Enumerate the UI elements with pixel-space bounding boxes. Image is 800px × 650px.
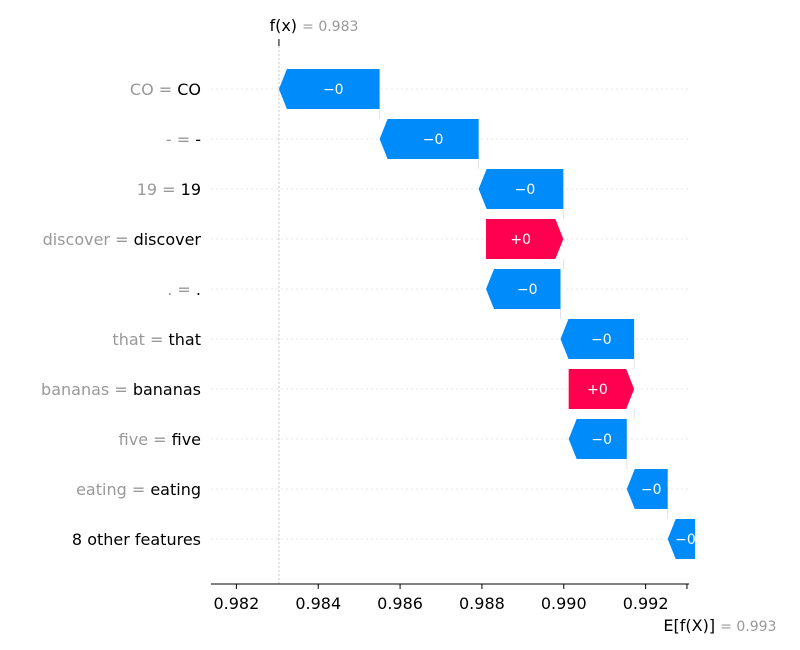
- x-axis-ticks: 0.982 0.984 0.986 0.988 0.990 0.992: [213, 584, 669, 613]
- waterfall-bar: [560, 319, 635, 359]
- row-label: five = five: [119, 430, 201, 449]
- row-feature-value: 19: [181, 180, 201, 199]
- row-feature-value: five: [172, 430, 201, 449]
- row-label: bananas = bananas: [41, 380, 201, 399]
- row-feature-name: CO =: [130, 80, 177, 99]
- waterfall-bar: [568, 369, 635, 409]
- waterfall-bar: [486, 269, 561, 309]
- waterfall-row: bananas = bananas +0: [41, 369, 689, 419]
- row-feature-name: . =: [167, 280, 196, 299]
- waterfall-bar: [568, 419, 627, 459]
- bar-value-label: −0: [423, 132, 444, 148]
- row-feature-value: bananas: [133, 380, 201, 399]
- waterfall-row: . = . −0: [167, 269, 689, 319]
- bar-value-label: −0: [591, 332, 612, 348]
- fx-label: f(x): [269, 16, 297, 35]
- waterfall-row: CO = CO −0: [130, 69, 689, 119]
- row-feature-value: 8 other features: [72, 530, 201, 549]
- row-feature-name: five =: [119, 430, 172, 449]
- row-feature-name: bananas =: [41, 380, 133, 399]
- row-feature-value: CO: [177, 80, 201, 99]
- efx-equals: =: [720, 619, 736, 635]
- waterfall-bar: [478, 169, 564, 209]
- row-feature-value: .: [196, 280, 201, 299]
- bar-value-label: −0: [591, 432, 612, 448]
- row-feature-name: eating =: [76, 480, 150, 499]
- x-tick-label: 0.990: [541, 594, 587, 613]
- waterfall-row: that = that −0: [112, 319, 689, 369]
- x-tick-label: 0.988: [459, 594, 505, 613]
- row-feature-value: discover: [134, 230, 202, 249]
- bar-value-label: −0: [515, 182, 536, 198]
- waterfall-bar: [486, 219, 564, 259]
- x-tick-label: 0.982: [213, 594, 259, 613]
- waterfall-bar: [278, 69, 380, 109]
- row-feature-value: -: [195, 130, 201, 149]
- bar-value-label: +0: [510, 232, 531, 248]
- row-label: - = -: [166, 130, 201, 149]
- fx-value: 0.983: [318, 19, 358, 35]
- efx-value: 0.993: [736, 619, 776, 635]
- row-feature-value: that: [169, 330, 202, 349]
- row-label: 19 = 19: [137, 180, 201, 199]
- x-tick-label: 0.986: [377, 594, 423, 613]
- waterfall-bar: [626, 469, 668, 509]
- waterfall-row: discover = discover +0: [43, 219, 689, 269]
- waterfall-row: 8 other features −0: [72, 519, 696, 559]
- x-tick-label: 0.984: [295, 594, 341, 613]
- efx-annotation: E[f(X)] = 0.993: [663, 616, 776, 635]
- row-feature-name: that =: [112, 330, 168, 349]
- waterfall-row: five = five −0: [119, 419, 689, 469]
- waterfall-row: eating = eating −0: [76, 469, 689, 519]
- row-feature-name: discover =: [43, 230, 134, 249]
- row-label: . = .: [167, 280, 201, 299]
- bar-value-label: −0: [323, 82, 344, 98]
- row-feature-name: 19 =: [137, 180, 181, 199]
- bar-value-label: −0: [641, 482, 662, 498]
- waterfall-bar: [379, 119, 479, 159]
- row-label: 8 other features: [72, 530, 201, 549]
- bar-value-label: −0: [517, 282, 538, 298]
- efx-label: E[f(X)]: [663, 616, 715, 635]
- rows-layer: CO = CO −0 - = - −0 19 = 19 −0 discover = disc…: [41, 69, 696, 559]
- row-feature-value: eating: [150, 480, 201, 499]
- bar-value-label: +0: [587, 382, 608, 398]
- row-feature-name: - =: [166, 130, 195, 149]
- waterfall-row: 19 = 19 −0: [137, 169, 689, 219]
- waterfall-row: - = - −0: [166, 119, 689, 169]
- row-label: CO = CO: [130, 80, 201, 99]
- fx-equals: =: [302, 19, 318, 35]
- waterfall-bar: [667, 519, 696, 559]
- fx-annotation: f(x) = 0.983: [269, 16, 358, 35]
- row-label: discover = discover: [43, 230, 202, 249]
- x-tick-label: 0.992: [623, 594, 669, 613]
- row-label: eating = eating: [76, 480, 201, 499]
- bar-value-label: −0: [675, 532, 696, 548]
- row-label: that = that: [112, 330, 201, 349]
